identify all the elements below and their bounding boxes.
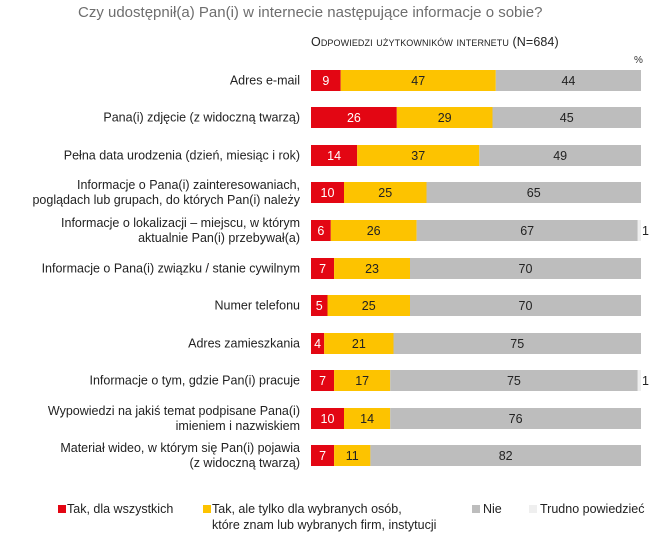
bar-segment xyxy=(495,70,641,91)
bar-segment xyxy=(637,220,641,241)
bar-segment xyxy=(311,408,344,429)
legend-swatch xyxy=(58,505,66,513)
data-label: 5 xyxy=(316,299,323,313)
data-label: 75 xyxy=(507,374,521,388)
data-label: 45 xyxy=(560,111,574,125)
data-label: 7 xyxy=(319,374,326,388)
data-label: 65 xyxy=(527,186,541,200)
category-label: Adres zamieszkania xyxy=(188,337,300,351)
data-label: 21 xyxy=(352,337,366,351)
bar-segment xyxy=(311,145,358,166)
bar-segment xyxy=(334,258,410,279)
data-label: 10 xyxy=(321,186,335,200)
bar-segment xyxy=(311,370,335,391)
data-label: 17 xyxy=(355,374,369,388)
bar-segment xyxy=(370,445,641,466)
bar-segment xyxy=(324,333,394,354)
data-label: 25 xyxy=(378,186,392,200)
unit-label: % xyxy=(634,55,643,66)
category-label: Materiał wideo, w którym się Pan(i) poja… xyxy=(60,441,300,470)
data-label: 23 xyxy=(365,262,379,276)
data-label: 7 xyxy=(319,449,326,463)
bar-segment xyxy=(330,220,417,241)
data-label: 14 xyxy=(327,149,341,163)
legend-swatch xyxy=(472,505,480,513)
data-label: 82 xyxy=(499,449,513,463)
bar-segment xyxy=(390,370,638,391)
bar-segment xyxy=(311,258,335,279)
bar-segment xyxy=(311,107,397,128)
legend-swatch xyxy=(529,505,537,513)
data-label: 11 xyxy=(346,449,359,463)
category-label: Informacje o lokalizacji – miejscu, w kt… xyxy=(61,216,300,245)
legend-label: Nie xyxy=(483,502,502,516)
bar-segment xyxy=(479,145,641,166)
data-label: 67 xyxy=(520,224,534,238)
data-label: 70 xyxy=(519,299,533,313)
category-label: Informacje o Pana(i) zainteresowaniach, p… xyxy=(32,178,300,207)
bar-segment xyxy=(311,220,331,241)
category-label: Wypowiedzi na jakiś temat podpisane Pana… xyxy=(48,404,300,433)
bar-segment xyxy=(357,145,480,166)
data-label: 6 xyxy=(317,224,324,238)
bar-segment xyxy=(416,220,638,241)
data-label: 44 xyxy=(561,74,575,88)
category-label: Numer telefonu xyxy=(215,299,301,313)
data-label: 26 xyxy=(347,111,361,125)
chart-title: Czy udostępnił(a) Pan(i) w internecie na… xyxy=(78,4,543,21)
bar-segment xyxy=(344,182,427,203)
bar-segment xyxy=(393,333,641,354)
data-label: 9 xyxy=(322,74,329,88)
bar-segment xyxy=(340,70,496,91)
bar-segment xyxy=(390,408,641,429)
legend-label: Tak, ale tylko dla wybranych osób, które … xyxy=(212,502,437,532)
bar-segment xyxy=(396,107,493,128)
data-label: 1 xyxy=(642,374,649,388)
data-label: 70 xyxy=(519,262,533,276)
data-label: 1 xyxy=(642,224,649,238)
data-label: 14 xyxy=(360,412,374,426)
data-label: 75 xyxy=(510,337,524,351)
bar-segment xyxy=(311,333,325,354)
data-label: 4 xyxy=(314,337,321,351)
data-label: 7 xyxy=(319,262,326,276)
legend-label: Trudno powiedzieć xyxy=(540,502,645,516)
bar-segment xyxy=(311,182,344,203)
bar-segment xyxy=(311,445,335,466)
bar-segment xyxy=(311,295,328,316)
bar-segment xyxy=(410,258,641,279)
category-label: Informacje o Pana(i) związku / stanie cy… xyxy=(42,262,300,276)
data-label: 29 xyxy=(438,111,452,125)
chart-subtitle: Odpowiedzi użytkowników internetu (N=684… xyxy=(311,35,559,49)
data-label: 76 xyxy=(509,412,523,426)
category-label: Informacje o tym, gdzie Pan(i) pracuje xyxy=(89,374,300,388)
category-label: Pełna data urodzenia (dzień, miesiąc i r… xyxy=(64,149,300,163)
bar-segment xyxy=(426,182,641,203)
category-label: Adres e-mail xyxy=(230,74,300,88)
bar-segment xyxy=(637,370,641,391)
data-label: 49 xyxy=(553,149,567,163)
bar-segment xyxy=(334,370,391,391)
data-label: 37 xyxy=(411,149,425,163)
bar-segment xyxy=(334,445,371,466)
legend-swatch xyxy=(203,505,211,513)
bar-segment xyxy=(327,295,410,316)
category-label: Pana(i) zdjęcie (z widoczną twarzą) xyxy=(103,111,300,125)
bar-segment xyxy=(344,408,391,429)
legend-label: Tak, dla wszystkich xyxy=(67,502,174,516)
data-label: 26 xyxy=(367,224,381,238)
bar-segment xyxy=(410,295,641,316)
data-label: 25 xyxy=(362,299,376,313)
data-label: 10 xyxy=(321,412,335,426)
bar-segment xyxy=(311,70,341,91)
bar-segment xyxy=(492,107,641,128)
data-label: 47 xyxy=(411,74,425,88)
